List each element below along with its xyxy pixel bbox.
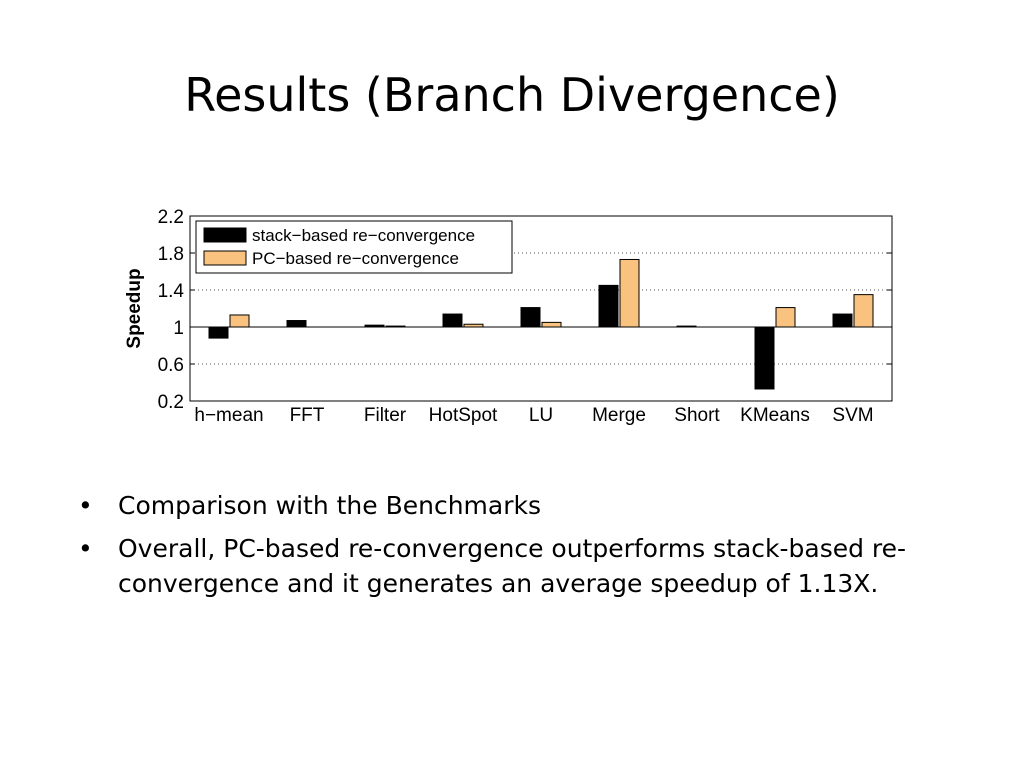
x-tick-label: Short xyxy=(674,405,720,426)
legend: stack−based re−convergence PC−based re−co… xyxy=(195,220,513,274)
x-tick-label: FFT xyxy=(290,405,325,426)
plot-frame xyxy=(189,215,893,402)
bullet-item: • Overall, PC-based re-convergence outpe… xyxy=(78,531,998,601)
bullet-text: Comparison with the Benchmarks xyxy=(118,491,542,520)
y-tick-label: 0.2 xyxy=(158,392,184,413)
bar xyxy=(442,313,463,328)
legend-label: stack−based re−convergence xyxy=(252,226,475,245)
bullet-item: • Comparison with the Benchmarks xyxy=(78,488,998,523)
bar xyxy=(520,307,541,328)
legend-swatch xyxy=(203,227,247,243)
y-tick-label: 1.4 xyxy=(158,281,185,302)
label-layer: 0.2 0.6 1 1.4 1.8 2.2 h−mean FFT Filter HotSpot LU… xyxy=(158,207,874,426)
x-tick-label: KMeans xyxy=(740,405,810,426)
bullet-text: Overall, PC-based re-convergence outperf… xyxy=(118,534,907,598)
x-tick-label: Merge xyxy=(592,405,646,426)
bar-layer xyxy=(208,258,874,390)
bullet-glyph: • xyxy=(78,491,93,520)
legend-label: PC−based re−convergence xyxy=(252,249,459,268)
bar xyxy=(619,258,640,328)
x-tick-label: HotSpot xyxy=(429,405,498,426)
bullet-list: • Comparison with the Benchmarks • Overa… xyxy=(78,488,998,609)
bar xyxy=(598,284,619,328)
legend-box xyxy=(195,220,513,274)
bar xyxy=(229,314,250,328)
bar xyxy=(286,320,307,328)
bar xyxy=(541,321,562,328)
y-tick-label: 0.6 xyxy=(158,355,184,376)
tick-layer xyxy=(190,215,892,402)
bar xyxy=(853,294,874,328)
y-tick-label: 2.2 xyxy=(158,207,184,228)
bar xyxy=(775,307,796,328)
x-tick-label: Filter xyxy=(364,405,407,426)
bar xyxy=(754,326,775,390)
legend-swatch xyxy=(203,250,247,266)
slide-title: Results (Branch Divergence) xyxy=(184,68,840,122)
bar xyxy=(832,313,853,328)
y-tick-label: 1.8 xyxy=(158,244,184,265)
speedup-chart: 0.2 0.6 1 1.4 1.8 2.2 h−mean FFT Filter HotSpot LU… xyxy=(110,196,910,446)
y-axis-label: Speedup xyxy=(124,268,145,348)
bar xyxy=(208,326,229,339)
x-tick-label: SVM xyxy=(832,405,873,426)
bullet-glyph: • xyxy=(78,534,93,563)
x-tick-label: LU xyxy=(529,405,553,426)
chart-svg: 0.2 0.6 1 1.4 1.8 2.2 h−mean FFT Filter HotSpot LU… xyxy=(124,207,893,426)
y-tick-label: 1 xyxy=(173,318,184,339)
x-tick-label: h−mean xyxy=(194,405,263,426)
